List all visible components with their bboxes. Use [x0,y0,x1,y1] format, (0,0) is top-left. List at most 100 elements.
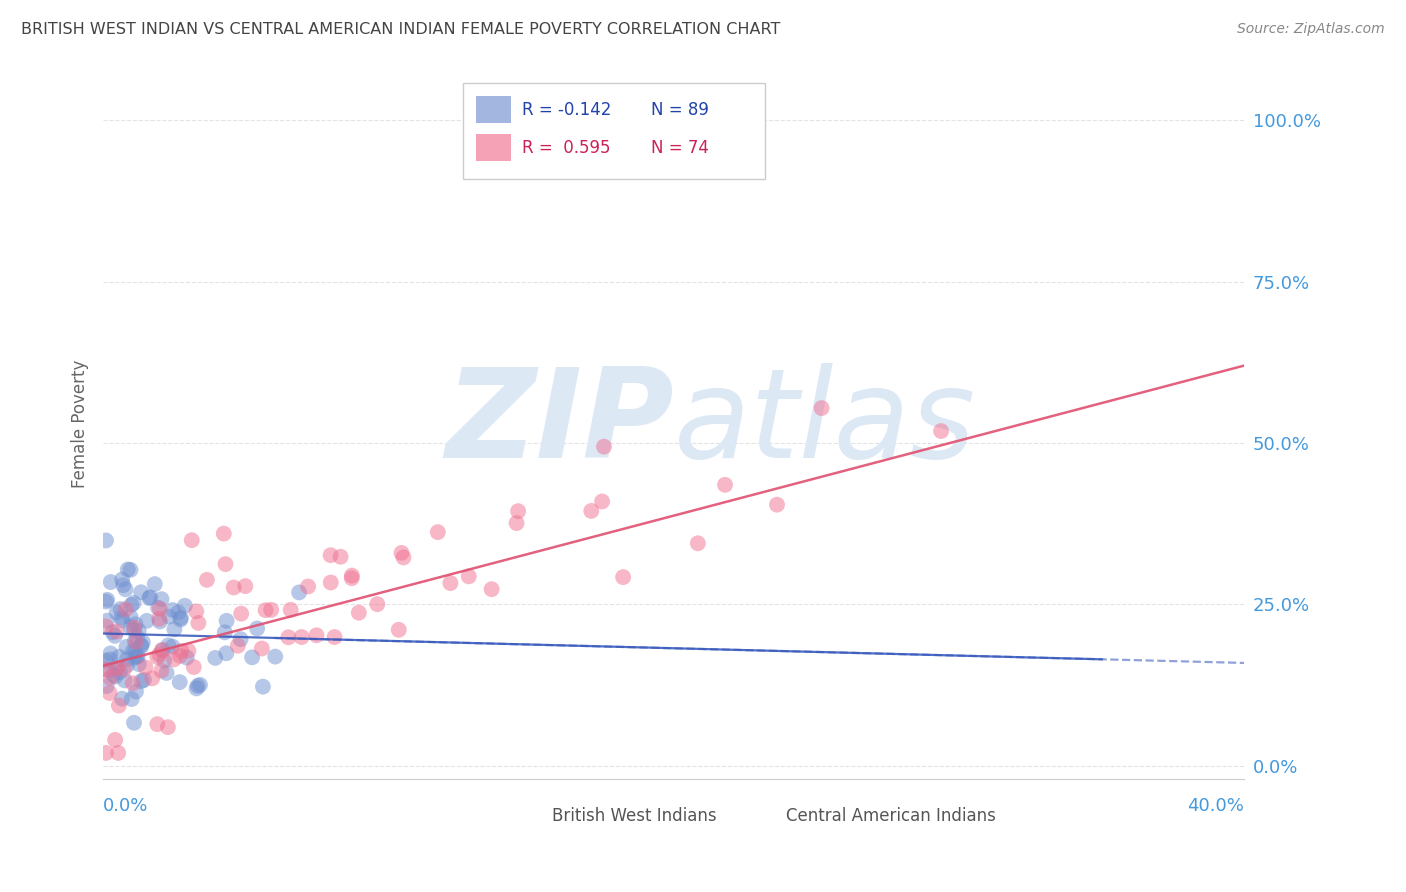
FancyBboxPatch shape [463,83,765,178]
Point [125,649,148,664]
Point [124,644,146,658]
Point [260,603,283,617]
Point [183,660,205,674]
Point [929,424,952,438]
Point [121,676,143,690]
Text: Central American Indians: Central American Indians [786,806,995,825]
Point [252,680,274,694]
FancyBboxPatch shape [748,807,776,825]
Point [100,647,122,661]
Point [115,652,138,666]
Point [305,628,328,642]
Point [122,715,145,730]
Point [481,582,503,597]
Point [162,640,184,654]
Point [222,581,245,595]
Point [591,494,613,508]
Point [157,609,180,624]
Point [212,526,235,541]
Point [204,651,226,665]
Text: British West Indians: British West Indians [551,806,716,825]
Point [319,548,342,562]
Point [169,613,191,627]
Point [101,625,124,640]
Point [391,546,413,560]
Point [186,604,208,618]
Point [186,681,208,696]
FancyBboxPatch shape [515,807,543,825]
Point [98,671,121,685]
Point [240,650,263,665]
Point [146,600,169,615]
Point [100,575,122,590]
Point [96,679,118,693]
Point [114,602,136,616]
Point [254,603,277,617]
FancyBboxPatch shape [477,96,510,123]
Point [96,614,118,628]
Point [143,577,166,591]
Point [195,573,218,587]
Point [112,662,135,676]
Point [323,630,346,644]
Point [104,669,127,683]
Point [139,591,162,605]
Point [388,623,411,637]
Point [169,675,191,690]
Point [129,638,152,652]
Point [96,592,118,607]
Point [246,622,269,636]
Text: atlas: atlas [673,363,976,484]
Point [686,536,709,550]
Point [288,585,311,599]
Point [138,591,160,605]
Point [581,504,603,518]
Point [114,673,136,688]
Point [167,606,190,620]
Point [124,617,146,632]
Point [110,602,132,616]
Point [366,597,388,611]
Point [132,635,155,649]
Point [150,592,173,607]
Point [291,630,314,644]
Point [506,504,529,518]
Point [105,624,128,639]
Point [129,585,152,599]
Point [149,601,172,615]
Point [120,598,142,612]
Point [111,691,134,706]
Point [264,649,287,664]
Point [94,533,117,548]
Point [98,686,121,700]
Point [128,624,150,638]
Point [110,610,132,624]
Point [105,661,128,675]
Point [215,646,238,660]
Point [98,652,121,666]
Point [163,623,186,637]
Point [148,612,170,626]
Point [148,648,170,662]
Point [340,568,363,582]
Point [170,611,193,625]
Point [231,607,253,621]
Point [173,599,195,613]
Point [163,652,186,666]
Point [114,582,136,597]
Point [187,615,209,630]
Point [150,643,173,657]
Point [124,621,146,635]
Point [188,678,211,692]
Point [135,614,157,628]
Point [121,692,143,706]
Point [319,575,342,590]
Point [127,631,149,645]
Point [457,569,479,583]
Point [112,578,135,592]
Point [146,650,169,665]
Point [134,660,156,674]
Point [129,674,152,689]
Point [214,557,236,571]
Point [122,596,145,610]
